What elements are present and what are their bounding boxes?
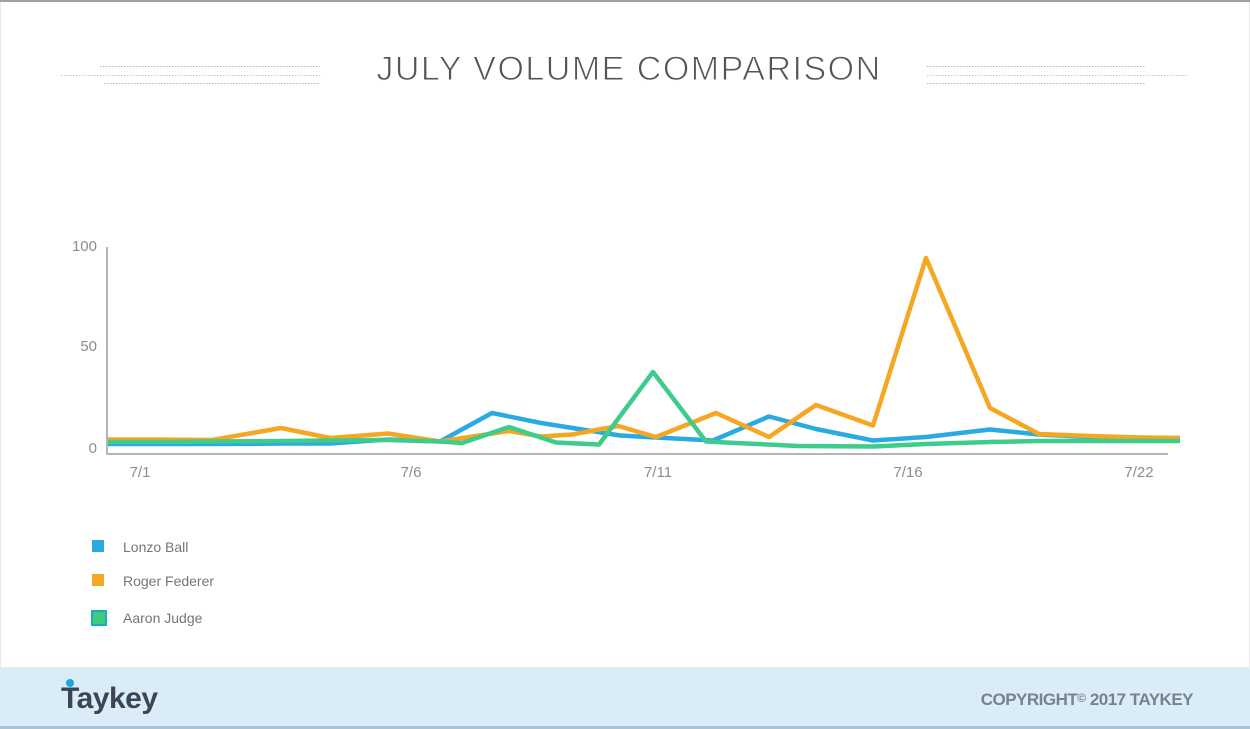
svg-text:7/1: 7/1 [130, 464, 151, 481]
svg-text:7/22: 7/22 [1124, 464, 1153, 481]
svg-text:50: 50 [80, 338, 97, 355]
svg-text:7/6: 7/6 [401, 464, 422, 481]
svg-text:100: 100 [72, 238, 97, 255]
svg-text:0: 0 [89, 440, 97, 457]
svg-text:7/16: 7/16 [893, 464, 922, 481]
svg-text:7/11: 7/11 [644, 464, 672, 481]
